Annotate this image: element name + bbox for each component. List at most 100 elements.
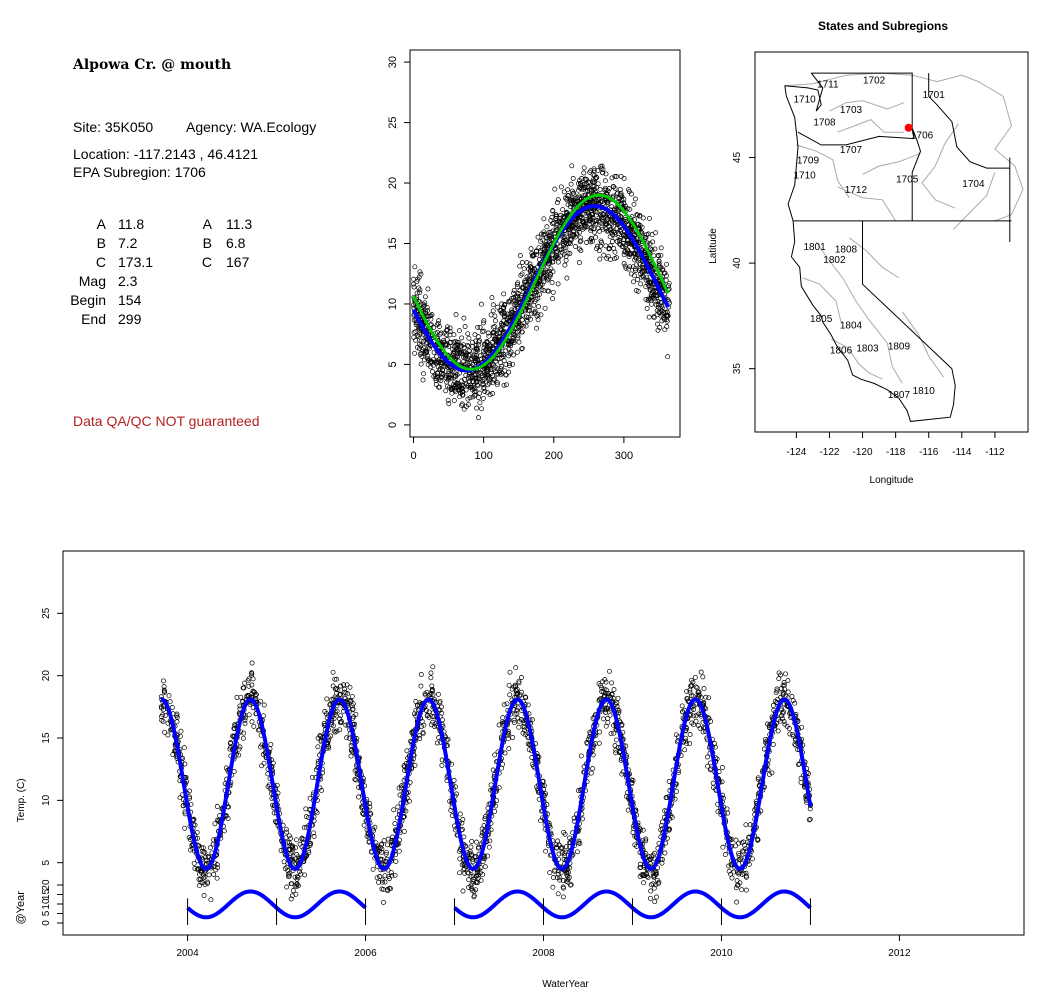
data-point — [593, 176, 599, 182]
data-point — [331, 728, 337, 734]
data-point — [542, 243, 548, 249]
subregion-label: 1805 — [810, 314, 833, 325]
data-point — [349, 693, 355, 699]
data-point — [457, 870, 463, 876]
data-point — [479, 406, 485, 412]
data-point — [505, 736, 511, 742]
data-point — [523, 323, 529, 329]
data-point — [514, 711, 520, 717]
data-point — [552, 230, 558, 236]
data-point — [533, 248, 539, 254]
data-point — [562, 853, 568, 859]
fit-curve — [412, 193, 670, 371]
data-point — [766, 771, 772, 777]
data-point — [612, 173, 618, 179]
data-point — [490, 767, 496, 773]
data-point — [516, 678, 522, 684]
data-point — [568, 225, 574, 231]
data-point — [331, 716, 337, 722]
data-point — [741, 871, 747, 877]
data-point — [598, 212, 604, 218]
data-point — [729, 836, 735, 842]
data-point — [526, 304, 532, 310]
data-point — [755, 836, 760, 842]
data-point — [510, 309, 516, 315]
data-point — [322, 709, 328, 714]
data-point — [334, 690, 340, 696]
data-point — [609, 175, 615, 181]
data-point — [747, 822, 753, 828]
data-point — [429, 688, 435, 693]
data-point — [381, 838, 387, 844]
data-point — [457, 811, 463, 817]
data-point — [284, 884, 290, 890]
data-point — [769, 770, 775, 776]
data-point — [783, 671, 788, 677]
data-point — [807, 806, 813, 812]
data-point — [459, 820, 465, 826]
data-point — [398, 785, 404, 791]
map-subregion-labels: 1711171017021701170317081706170717091710… — [794, 75, 985, 401]
data-point — [655, 304, 661, 310]
data-point — [574, 231, 580, 237]
data-point — [246, 712, 252, 718]
data-point — [736, 840, 742, 846]
data-point — [469, 384, 475, 390]
data-point — [646, 314, 652, 320]
data-point — [693, 713, 699, 719]
data-point — [779, 713, 785, 719]
data-point — [227, 741, 233, 746]
data-point — [446, 401, 452, 407]
data-point — [492, 318, 498, 324]
data-point — [561, 234, 567, 240]
data-point — [500, 715, 506, 721]
y-tick-label: 15 — [41, 732, 52, 744]
data-point — [546, 233, 552, 239]
data-point — [564, 844, 569, 850]
data-point — [542, 231, 548, 237]
data-point — [333, 685, 339, 691]
y-tick-label: 45 — [732, 152, 743, 164]
fit-curve — [160, 697, 813, 871]
data-point — [643, 836, 649, 842]
data-point — [392, 872, 398, 878]
data-point — [473, 887, 479, 893]
data-point — [165, 720, 171, 726]
data-point — [444, 324, 450, 330]
subregion-boundary — [830, 338, 883, 380]
data-point — [569, 200, 575, 206]
data-point — [658, 245, 664, 251]
coef-label: A — [202, 216, 212, 232]
state-boundary — [862, 220, 953, 370]
data-point — [466, 335, 472, 341]
data-point — [515, 705, 521, 711]
data-point — [596, 219, 602, 225]
data-point — [552, 868, 558, 874]
data-point — [776, 676, 782, 682]
data-point — [484, 342, 490, 348]
data-point — [645, 874, 651, 880]
data-point — [570, 199, 576, 205]
data-point — [654, 293, 660, 299]
data-point — [422, 691, 428, 697]
data-point — [581, 185, 587, 191]
data-point — [695, 723, 701, 728]
data-point — [537, 284, 543, 290]
data-point — [292, 883, 298, 889]
data-point — [476, 844, 482, 850]
data-point — [631, 279, 636, 285]
data-point — [696, 692, 702, 698]
data-point — [392, 821, 398, 827]
data-point — [344, 682, 350, 688]
data-point — [565, 876, 571, 882]
data-point — [307, 843, 313, 849]
data-point — [588, 228, 594, 234]
data-point — [468, 852, 474, 858]
x-tick-label: -118 — [886, 447, 906, 458]
data-point — [531, 302, 537, 308]
data-point — [658, 299, 664, 305]
data-point — [460, 392, 466, 398]
data-point — [527, 299, 533, 305]
site-id: Site: 35K050 — [73, 119, 154, 135]
data-point — [424, 355, 430, 361]
